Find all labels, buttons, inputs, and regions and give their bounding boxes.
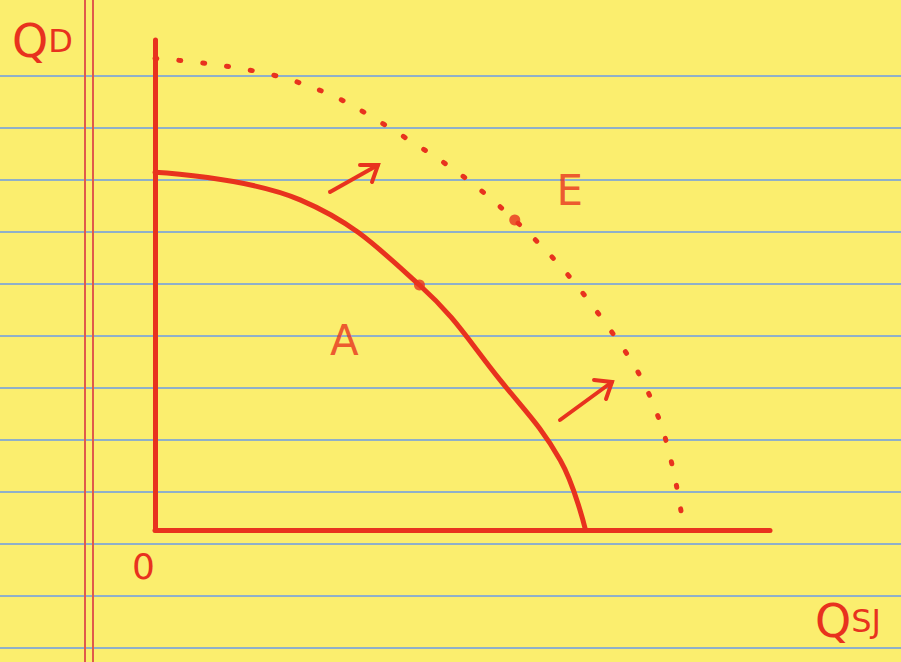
svg-text:0: 0 xyxy=(132,546,155,587)
svg-text:A: A xyxy=(330,316,359,365)
svg-text:Q: Q xyxy=(815,594,851,648)
svg-text:E: E xyxy=(557,166,584,215)
svg-text:SJ: SJ xyxy=(851,602,881,640)
svg-text:Q: Q xyxy=(12,14,48,68)
svg-text:D: D xyxy=(48,22,73,60)
